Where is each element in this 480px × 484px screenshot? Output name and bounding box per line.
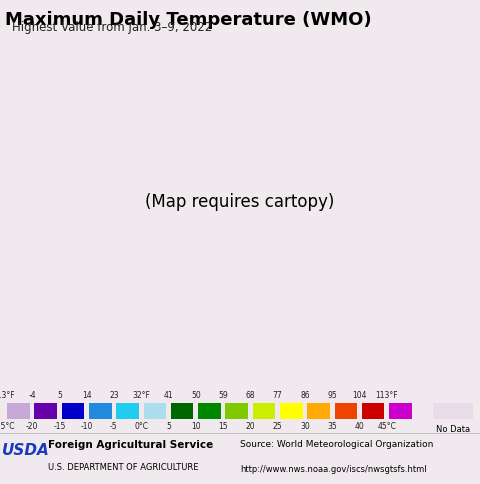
Bar [252,403,276,419]
Text: -10: -10 [81,421,93,430]
Bar [144,403,166,419]
Text: 104: 104 [352,391,367,400]
Bar [62,403,84,419]
Bar [7,403,30,419]
Bar [171,403,193,419]
Text: http://www.nws.noaa.gov/iscs/nwsgtsfs.html: http://www.nws.noaa.gov/iscs/nwsgtsfs.ht… [240,464,427,473]
Bar [226,403,248,419]
Bar [362,403,384,419]
Bar [389,403,412,419]
Bar [433,403,473,419]
Bar [198,403,221,419]
Bar [335,403,357,419]
Bar [280,403,302,419]
Bar [307,403,330,419]
Text: -20: -20 [26,421,38,430]
Text: No Data: No Data [436,424,470,433]
Text: 5: 5 [57,391,62,400]
Text: USDA: USDA [2,442,50,457]
Text: 45°C: 45°C [377,421,396,430]
Text: 59: 59 [218,391,228,400]
Text: 30: 30 [300,421,310,430]
Text: 25: 25 [273,421,282,430]
Text: -5: -5 [110,421,118,430]
Bar [35,403,57,419]
Text: -13°F: -13°F [0,391,15,400]
Text: 5: 5 [166,421,171,430]
Text: 23: 23 [109,391,119,400]
Bar [89,403,111,419]
Text: (Map requires cartopy): (Map requires cartopy) [145,193,335,211]
Text: 50: 50 [191,391,201,400]
Text: 95: 95 [327,391,337,400]
Bar [116,403,139,419]
Text: 32°F: 32°F [132,391,150,400]
Text: 77: 77 [273,391,283,400]
Text: -4: -4 [28,391,36,400]
Text: Highest Value from Jan. 3–9, 2022: Highest Value from Jan. 3–9, 2022 [12,21,212,34]
Text: Maximum Daily Temperature (WMO): Maximum Daily Temperature (WMO) [5,11,372,29]
Text: Foreign Agricultural Service: Foreign Agricultural Service [48,439,213,449]
Text: -15: -15 [53,421,66,430]
Text: -25°C: -25°C [0,421,15,430]
Text: 68: 68 [246,391,255,400]
Text: 0°C: 0°C [134,421,148,430]
Text: 40: 40 [355,421,364,430]
Text: 35: 35 [327,421,337,430]
Text: 20: 20 [246,421,255,430]
Text: 14: 14 [82,391,92,400]
Text: U.S. DEPARTMENT OF AGRICULTURE: U.S. DEPARTMENT OF AGRICULTURE [48,462,199,470]
Text: Source: World Meteorological Organization: Source: World Meteorological Organizatio… [240,439,433,448]
Text: 113°F: 113°F [375,391,398,400]
Text: 41: 41 [164,391,173,400]
Text: 10: 10 [191,421,201,430]
Text: 15: 15 [218,421,228,430]
Text: 86: 86 [300,391,310,400]
